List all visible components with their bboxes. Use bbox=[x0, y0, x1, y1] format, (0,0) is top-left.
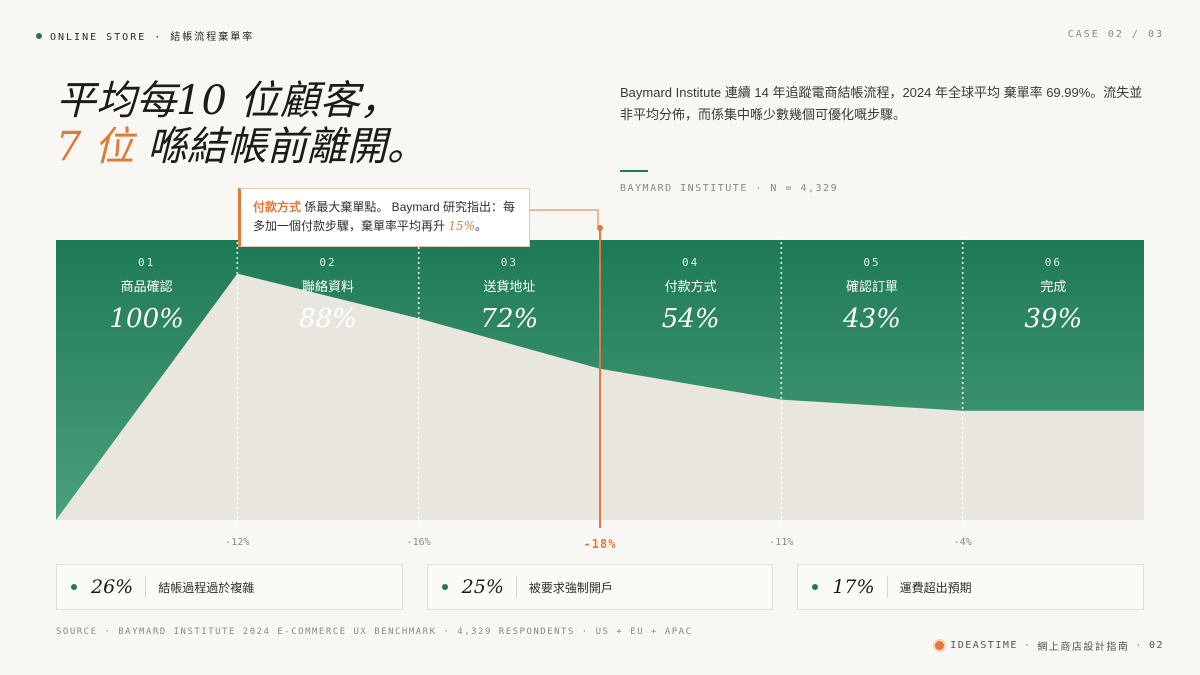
card-label: 結帳過程過於複雜 bbox=[158, 580, 255, 595]
brand-dot-icon bbox=[935, 641, 945, 650]
callout-connector bbox=[520, 209, 599, 228]
headline-line2-rest: 喺結帳前離開。 bbox=[134, 124, 427, 170]
case-indicator: CASE 02 / 03 bbox=[1067, 29, 1164, 40]
footer-brand: IDEASTIME · 網上商店設計指南 · 02 bbox=[935, 638, 1164, 653]
card-label: 被要求強制開戶 bbox=[528, 580, 613, 595]
callout-pct: 15% bbox=[448, 219, 476, 233]
callout-text-1: 係最大棄單點。 Baymard 研究指出：每多加一個付款步驟，棄單率平均再升 bbox=[253, 200, 516, 233]
step-name: 聯絡資料 bbox=[302, 279, 354, 294]
section-title: ONLINE STORE · 結帳流程棄單率 bbox=[50, 32, 255, 43]
drop-label: -18% bbox=[584, 537, 617, 551]
reason-card: 25% 被要求強制開戶 bbox=[426, 564, 774, 610]
brand-name: IDEASTIME bbox=[950, 640, 1018, 651]
step-name: 商品確認 bbox=[121, 279, 173, 294]
card-value: 26% bbox=[91, 576, 147, 598]
headline-line2: 7 位 喺結帳前離開。 bbox=[56, 124, 427, 170]
reason-card: 26% 結帳過程過於複雜 bbox=[56, 564, 403, 610]
reason-cards: 26% 結帳過程過於複雜 25% 被要求強制開戶 17% 運費超出預期 bbox=[56, 564, 1145, 610]
drop-label: -16% bbox=[407, 537, 431, 548]
status-dot-icon bbox=[36, 32, 42, 39]
step-number: 06 bbox=[1045, 256, 1062, 269]
step-percentage: 54% bbox=[662, 304, 720, 334]
drop-label: -4% bbox=[954, 537, 972, 548]
step-name: 付款方式 bbox=[665, 279, 717, 294]
callout-highlight: 付款方式 bbox=[253, 200, 302, 214]
headline-accent: 7 位 bbox=[56, 124, 135, 170]
card-dot-icon bbox=[71, 584, 77, 590]
step-number: 02 bbox=[319, 256, 336, 269]
headline: 平均每10 位顧客， 7 位 喺結帳前離開。 bbox=[56, 78, 427, 170]
step-name: 確認訂單 bbox=[846, 279, 898, 294]
highlight-marker bbox=[597, 225, 603, 231]
reason-card: 17% 運費超出預期 bbox=[797, 564, 1145, 610]
drop-label: -11% bbox=[769, 537, 793, 548]
callout-text-2: 。 bbox=[475, 219, 488, 233]
step-number: 05 bbox=[863, 256, 880, 269]
step-number: 03 bbox=[501, 256, 518, 269]
footer-source: SOURCE · BAYMARD INSTITUTE 2024 E-COMMER… bbox=[56, 627, 693, 637]
headline-line1: 平均每10 位顧客， bbox=[56, 78, 400, 124]
step-name: 完成 bbox=[1040, 279, 1066, 294]
step-percentage: 43% bbox=[842, 304, 901, 334]
card-value: 25% bbox=[462, 576, 517, 598]
page-number: 02 bbox=[1148, 640, 1164, 651]
step-percentage: 88% bbox=[299, 304, 357, 334]
card-dot-icon bbox=[441, 584, 448, 590]
step-name: 送貨地址 bbox=[483, 279, 535, 294]
divider-rule bbox=[620, 170, 648, 172]
step-percentage: 72% bbox=[480, 304, 538, 334]
drop-label: -12% bbox=[225, 537, 249, 548]
step-percentage: 100% bbox=[109, 304, 183, 334]
source-tag: BAYMARD INSTITUTE · N = 4,329 bbox=[620, 183, 839, 194]
section-header: ONLINE STORE · 結帳流程棄單率 bbox=[36, 28, 254, 43]
step-percentage: 39% bbox=[1024, 304, 1082, 334]
step-number: 04 bbox=[682, 256, 699, 269]
retained-area bbox=[56, 240, 1144, 520]
card-dot-icon bbox=[812, 584, 819, 590]
card-value: 17% bbox=[832, 576, 888, 598]
insight-callout: 付款方式 係最大棄單點。 Baymard 研究指出：每多加一個付款步驟，棄單率平… bbox=[238, 188, 530, 247]
step-number: 01 bbox=[138, 256, 155, 269]
intro-paragraph: Baymard Institute 連續 14 年追蹤電商結帳流程，2024 年… bbox=[620, 85, 1143, 122]
brand-subtitle: 網上商店設計指南 bbox=[1037, 642, 1130, 653]
card-label: 運費超出預期 bbox=[899, 580, 972, 595]
